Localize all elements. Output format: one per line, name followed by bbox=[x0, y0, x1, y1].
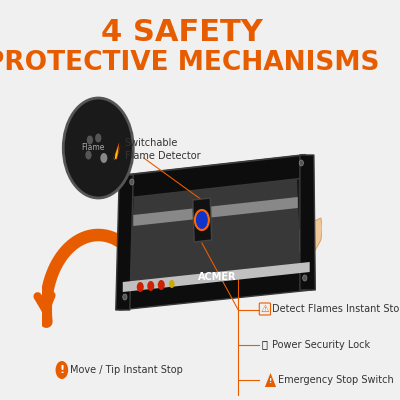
Circle shape bbox=[169, 280, 174, 288]
Text: Flame: Flame bbox=[81, 144, 104, 152]
Text: 🔑: 🔑 bbox=[262, 339, 268, 349]
Circle shape bbox=[137, 282, 144, 292]
Text: Move / Tip Instant Stop: Move / Tip Instant Stop bbox=[70, 365, 183, 375]
Polygon shape bbox=[119, 265, 312, 310]
Polygon shape bbox=[265, 373, 276, 387]
Polygon shape bbox=[128, 170, 301, 290]
Polygon shape bbox=[112, 142, 121, 162]
Text: PROTECTIVE MECHANISMS: PROTECTIVE MECHANISMS bbox=[0, 50, 380, 76]
Polygon shape bbox=[300, 218, 322, 255]
Circle shape bbox=[158, 280, 165, 290]
Polygon shape bbox=[193, 198, 212, 242]
Circle shape bbox=[95, 134, 102, 142]
Circle shape bbox=[147, 281, 154, 291]
Circle shape bbox=[63, 98, 133, 198]
Text: Power Security Lock: Power Security Lock bbox=[272, 340, 370, 350]
Text: Detect Flames Instant Stop: Detect Flames Instant Stop bbox=[272, 304, 400, 314]
Circle shape bbox=[100, 153, 107, 163]
Polygon shape bbox=[114, 146, 118, 160]
Text: Emergency Stop Switch: Emergency Stop Switch bbox=[278, 375, 394, 385]
Text: !: ! bbox=[59, 365, 64, 375]
Polygon shape bbox=[119, 155, 312, 305]
Circle shape bbox=[56, 361, 68, 379]
Circle shape bbox=[123, 294, 127, 300]
Text: 4 SAFETY: 4 SAFETY bbox=[101, 18, 263, 47]
Text: Switchable
Flame Detector: Switchable Flame Detector bbox=[125, 138, 200, 161]
Text: ACMER: ACMER bbox=[198, 272, 236, 282]
Circle shape bbox=[85, 150, 92, 160]
Circle shape bbox=[303, 275, 307, 281]
Polygon shape bbox=[300, 155, 315, 290]
Text: ⚠: ⚠ bbox=[260, 304, 269, 314]
Circle shape bbox=[195, 210, 209, 230]
Polygon shape bbox=[126, 155, 305, 198]
Polygon shape bbox=[116, 175, 133, 310]
Circle shape bbox=[299, 160, 303, 166]
Text: !: ! bbox=[269, 378, 272, 384]
Polygon shape bbox=[123, 262, 310, 292]
Polygon shape bbox=[133, 197, 298, 226]
Circle shape bbox=[130, 179, 134, 185]
Circle shape bbox=[87, 136, 93, 144]
